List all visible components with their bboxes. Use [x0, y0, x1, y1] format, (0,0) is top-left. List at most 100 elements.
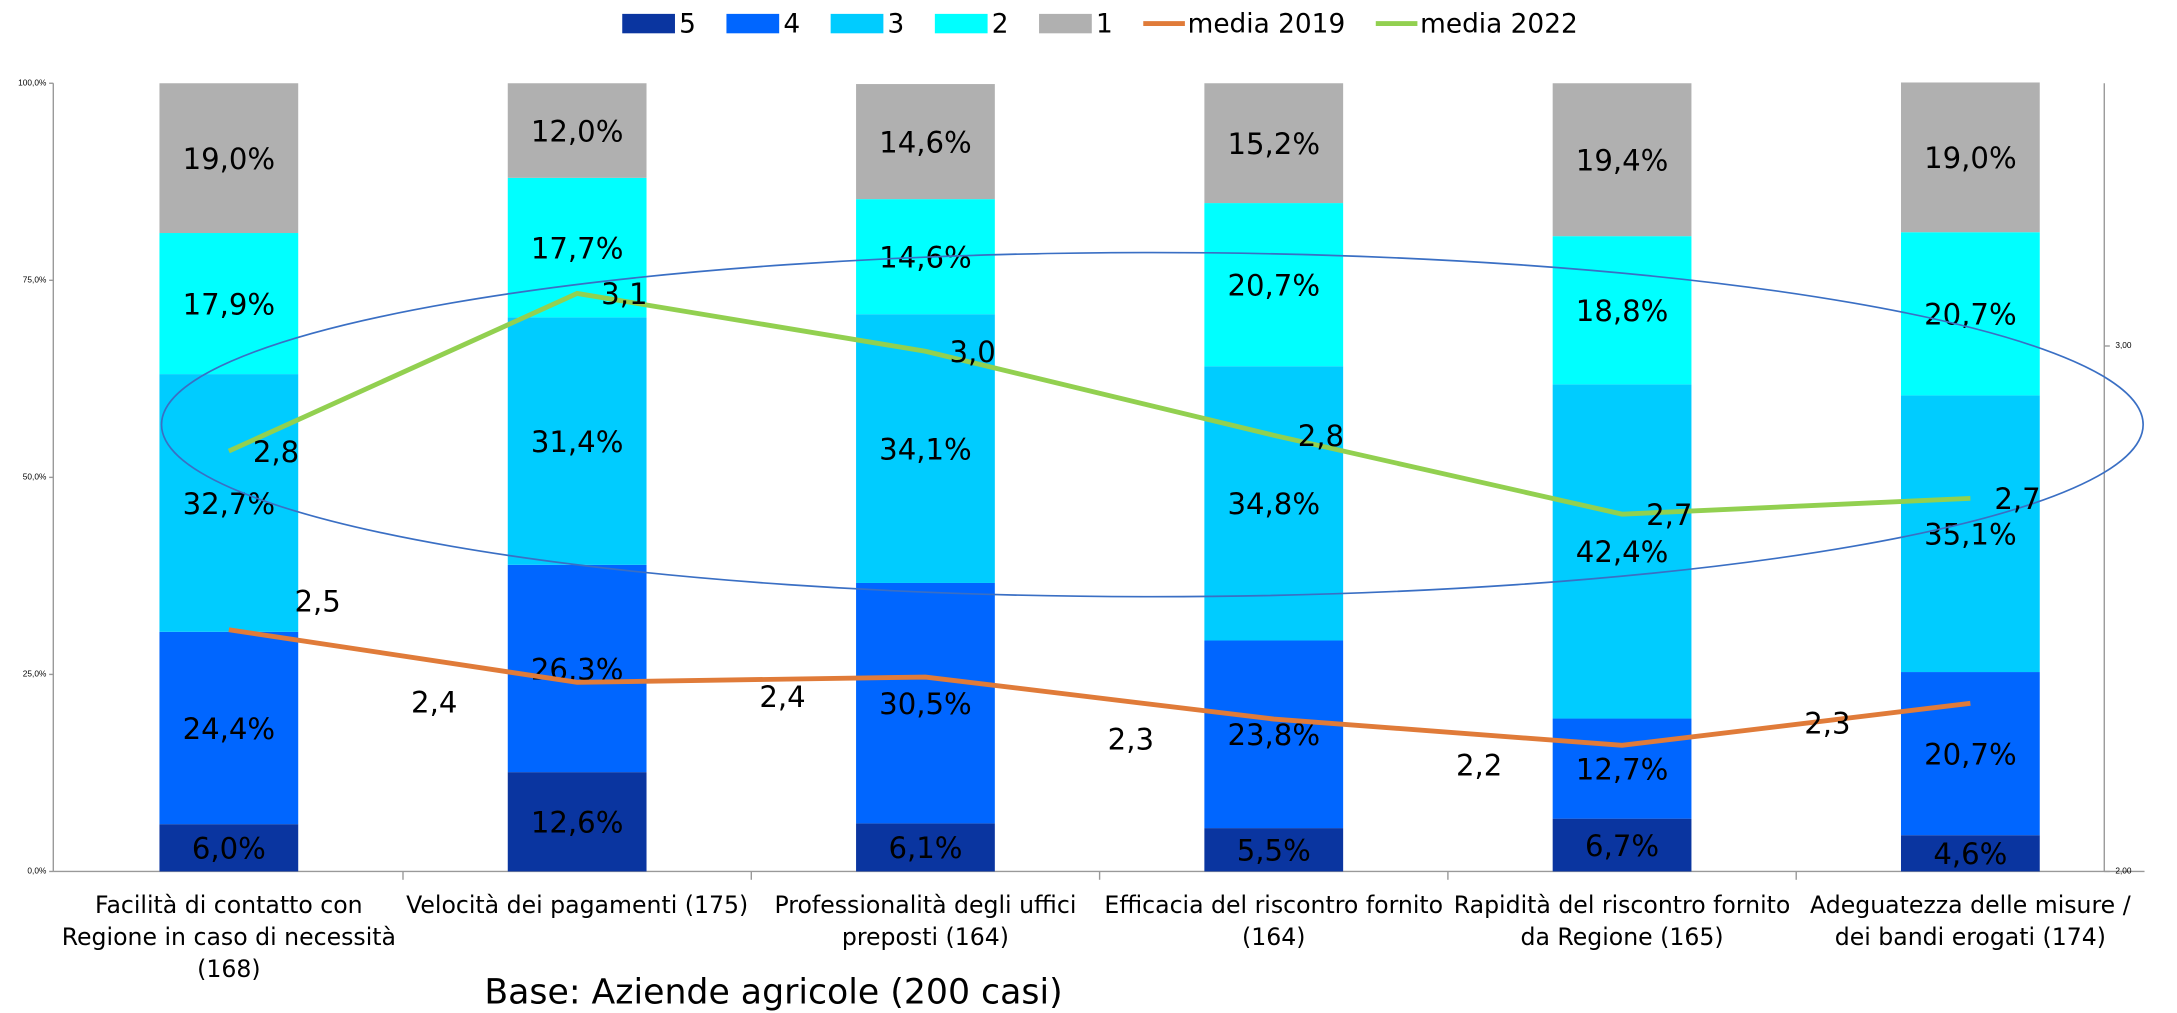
- line-label: 2,4: [411, 685, 457, 719]
- bar-segment: [1204, 83, 1344, 204]
- y-tick-label: 0,0%: [27, 866, 47, 876]
- bar-segment: [1900, 672, 2040, 836]
- legend-swatch: [934, 13, 988, 34]
- data-label: 6,0%: [192, 832, 266, 866]
- line-label: 3,1: [601, 277, 647, 311]
- data-label: 17,7%: [531, 231, 624, 265]
- bar-segment: [1204, 640, 1344, 829]
- bar-segment: [1204, 828, 1344, 872]
- bar-segment: [1204, 203, 1344, 367]
- x-tick-label: Rapidità del riscontro fornito da Region…: [1453, 892, 1791, 952]
- data-label: 17,9%: [183, 287, 276, 321]
- bars: 0,0% 25,0% 50,0% 75,0% 100,0% 2,00 3,00 Facilit…: [18, 77, 2145, 984]
- data-label: 4,6%: [1933, 837, 2007, 871]
- data-label: 20,7%: [1227, 268, 1320, 302]
- bar-segment: [159, 233, 299, 375]
- bar-segment: [1900, 232, 2040, 396]
- line-label: 2,3: [1804, 707, 1850, 741]
- data-label: 19,0%: [1924, 141, 2017, 175]
- highlight-ellipse: [160, 251, 2144, 598]
- data-label: 34,8%: [1227, 487, 1320, 521]
- data-label: 20,7%: [1924, 737, 2017, 771]
- data-label: 5,5%: [1237, 834, 1311, 868]
- bar-segment: [1552, 718, 1692, 819]
- bar-segment: [856, 823, 995, 872]
- bar-segment: [856, 314, 995, 583]
- y-tick-label: 100,0%: [18, 77, 47, 87]
- bar-segment: [1900, 395, 2040, 673]
- line-label: 2,4: [759, 680, 805, 714]
- bar-segment: [159, 824, 299, 872]
- y2-tick-label: 2,00: [2115, 866, 2132, 876]
- data-label: 42,4%: [1576, 535, 1669, 569]
- legend-swatch: [1039, 13, 1092, 34]
- data-label: 6,7%: [1585, 829, 1659, 863]
- x-tick-label-box: Rapidità del riscontro fornito da Region…: [1453, 892, 1791, 952]
- bar-segment: [856, 84, 995, 200]
- bar-segment: [159, 631, 299, 825]
- bar-segment: [507, 564, 647, 773]
- data-label: 18,8%: [1576, 294, 1669, 328]
- legend-label: 5: [679, 9, 696, 39]
- x-tick-label: Efficacia del riscontro fornito (164): [1104, 892, 1444, 952]
- legend-label: 4: [783, 9, 800, 39]
- data-label: 19,4%: [1576, 143, 1669, 177]
- data-label: 35,1%: [1924, 517, 2017, 551]
- legend-label: 2: [992, 9, 1009, 39]
- x-tick-label-box: Efficacia del riscontro fornito (164): [1104, 892, 1444, 952]
- data-label: 14,6%: [879, 125, 972, 159]
- legend-swatch: [622, 13, 675, 34]
- data-label: 20,7%: [1924, 298, 2017, 332]
- data-label: 24,4%: [183, 712, 276, 746]
- data-label: 34,1%: [879, 432, 972, 466]
- line-label: 2,7: [1994, 482, 2040, 516]
- data-label: 6,1%: [888, 831, 962, 865]
- data-label: 32,7%: [183, 487, 276, 521]
- line: [228, 627, 1971, 748]
- x-tick-label-box: Adeguatezza delle misure / dei bandi ero…: [1810, 892, 2131, 952]
- x-tick-label: Adeguatezza delle misure / dei bandi ero…: [1810, 892, 2131, 952]
- data-label: 30,5%: [879, 687, 972, 721]
- x-tick-label-box: Facilità di contatto con Regione in caso…: [61, 892, 396, 984]
- bar-segment: [1900, 835, 2040, 872]
- line-label: 2,5: [294, 584, 340, 618]
- y-tick-label: 75,0%: [23, 275, 47, 285]
- line-label: 3,0: [949, 335, 995, 369]
- legend-label: 1: [1096, 9, 1113, 39]
- x-tick-label-box: Professionalità degli uffici preposti (1…: [774, 892, 1077, 952]
- bar-segment: [507, 317, 647, 565]
- x-tick-label: Professionalità degli uffici preposti (1…: [774, 892, 1077, 952]
- data-label: 31,4%: [531, 425, 624, 459]
- overlay: 2,5 2,4 2,4 2,3 2,2 2,3 2,8 3,1 3,0 2,8 2,7 2,7: [227, 277, 2041, 783]
- y-tick-label: 25,0%: [23, 669, 47, 679]
- bar-segment: [1900, 82, 2040, 233]
- bar-segment: [159, 83, 299, 234]
- bar-segment: [507, 772, 647, 872]
- bar-segment: [1552, 818, 1692, 872]
- legend-label: media 2022: [1420, 9, 1578, 39]
- x-tick-label-box: Velocità dei pagamenti (175): [406, 892, 749, 921]
- y-tick-label: 50,0%: [23, 472, 47, 482]
- bar-segment: [507, 83, 647, 178]
- line-label: 2,3: [1108, 722, 1154, 756]
- bar-segment: [159, 374, 299, 632]
- data-label: 12,0%: [531, 114, 624, 148]
- legend-label: media 2019: [1188, 9, 1346, 39]
- line-label: 2,2: [1456, 749, 1502, 783]
- line-label: 2,7: [1646, 498, 1692, 532]
- line-label: 2,8: [253, 435, 299, 469]
- bar-segment: [1552, 83, 1692, 237]
- data-label: 12,6%: [531, 806, 624, 840]
- x-tick-label: Facilità di contatto con Regione in caso…: [61, 892, 396, 984]
- line-label: 2,8: [1298, 419, 1344, 453]
- data-label: 15,2%: [1227, 127, 1320, 161]
- legend: 5 4 3 2 1 media 2019 media 2022: [622, 9, 1578, 39]
- bar-segment: [1552, 236, 1692, 385]
- legend-swatch: [830, 13, 884, 34]
- bar-segment: [1552, 384, 1692, 719]
- x-tick-label: Velocità dei pagamenti (175): [406, 892, 749, 921]
- line: [227, 290, 1971, 517]
- bar-segment: [856, 582, 995, 824]
- legend-swatch: [726, 13, 780, 34]
